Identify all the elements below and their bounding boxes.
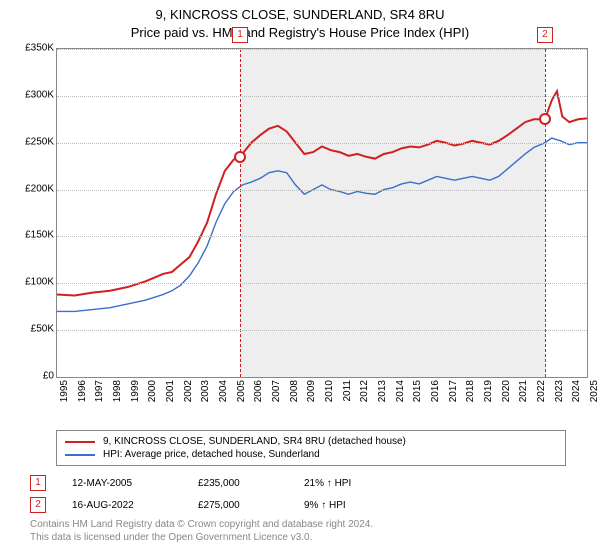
gridline (57, 236, 587, 237)
x-axis-label: 2003 (200, 380, 211, 402)
transaction-date: 16-AUG-2022 (72, 500, 172, 511)
legend: 9, KINCROSS CLOSE, SUNDERLAND, SR4 8RU (… (56, 430, 566, 466)
legend-swatch (65, 454, 95, 456)
x-axis-label: 2002 (183, 380, 194, 402)
transaction-price: £275,000 (198, 500, 278, 511)
plot-area: 12 (56, 48, 588, 378)
y-axis-label: £0 (12, 371, 54, 382)
y-axis-label: £100K (12, 277, 54, 288)
gridline (57, 49, 587, 50)
legend-label: 9, KINCROSS CLOSE, SUNDERLAND, SR4 8RU (… (103, 436, 406, 447)
x-axis-label: 1999 (130, 380, 141, 402)
x-axis-label: 1996 (77, 380, 88, 402)
x-axis-label: 2007 (271, 380, 282, 402)
transaction-date: 12-MAY-2005 (72, 478, 172, 489)
x-axis-label: 2009 (306, 380, 317, 402)
gridline (57, 283, 587, 284)
transaction-table: 1 12-MAY-2005 £235,000 21% ↑ HPI 2 16-AUG-202… (30, 472, 570, 516)
x-axis-label: 2017 (448, 380, 459, 402)
transaction-delta: 9% ↑ HPI (304, 500, 384, 511)
x-axis-label: 1995 (59, 380, 70, 402)
transaction-id-box: 2 (30, 497, 46, 513)
gridline (57, 190, 587, 191)
gridline (57, 96, 587, 97)
title-line-2: Price paid vs. HM Land Registry's House … (0, 24, 600, 42)
y-axis-label: £300K (12, 89, 54, 100)
transaction-row: 1 12-MAY-2005 £235,000 21% ↑ HPI (30, 472, 570, 494)
x-axis-label: 2022 (536, 380, 547, 402)
series-price_paid (57, 91, 587, 295)
marker-circle (539, 113, 551, 125)
legend-swatch (65, 441, 95, 443)
x-axis-label: 2004 (218, 380, 229, 402)
x-axis-label: 2019 (483, 380, 494, 402)
x-axis-label: 1998 (112, 380, 123, 402)
legend-row: 9, KINCROSS CLOSE, SUNDERLAND, SR4 8RU (… (65, 435, 557, 448)
x-axis-label: 2025 (589, 380, 600, 402)
gridline (57, 143, 587, 144)
chart-area: 12 £0£50K£100K£150K£200K£250K£300K£350K1… (12, 48, 588, 402)
marker-box: 2 (537, 27, 553, 43)
transaction-row: 2 16-AUG-2022 £275,000 9% ↑ HPI (30, 494, 570, 516)
marker-vline (545, 49, 546, 377)
x-axis-label: 2008 (289, 380, 300, 402)
transaction-id-box: 1 (30, 475, 46, 491)
footer-text: Contains HM Land Registry data © Crown c… (30, 518, 373, 544)
x-axis-label: 2021 (518, 380, 529, 402)
x-axis-label: 2000 (147, 380, 158, 402)
x-axis-label: 2010 (324, 380, 335, 402)
x-axis-label: 2020 (501, 380, 512, 402)
legend-label: HPI: Average price, detached house, Sund… (103, 449, 320, 460)
marker-circle (234, 151, 246, 163)
title-line-1: 9, KINCROSS CLOSE, SUNDERLAND, SR4 8RU (0, 6, 600, 24)
x-axis-label: 2024 (571, 380, 582, 402)
transaction-delta: 21% ↑ HPI (304, 478, 384, 489)
y-axis-label: £250K (12, 136, 54, 147)
chart-title: 9, KINCROSS CLOSE, SUNDERLAND, SR4 8RU P… (0, 0, 600, 42)
x-axis-label: 2016 (430, 380, 441, 402)
chart-lines (57, 49, 587, 377)
x-axis-label: 2001 (165, 380, 176, 402)
y-axis-label: £150K (12, 230, 54, 241)
y-axis-label: £200K (12, 183, 54, 194)
footer-line-2: This data is licensed under the Open Gov… (30, 531, 373, 544)
gridline (57, 330, 587, 331)
footer-line-1: Contains HM Land Registry data © Crown c… (30, 518, 373, 531)
x-axis-label: 2014 (395, 380, 406, 402)
x-axis-label: 2013 (377, 380, 388, 402)
series-hpi (57, 138, 587, 311)
x-axis-label: 2012 (359, 380, 370, 402)
marker-box: 1 (232, 27, 248, 43)
chart-container: 9, KINCROSS CLOSE, SUNDERLAND, SR4 8RU P… (0, 0, 600, 560)
x-axis-label: 1997 (94, 380, 105, 402)
marker-vline (240, 49, 241, 377)
legend-row: HPI: Average price, detached house, Sund… (65, 448, 557, 461)
x-axis-label: 2011 (342, 380, 353, 402)
x-axis-label: 2023 (554, 380, 565, 402)
y-axis-label: £350K (12, 43, 54, 54)
x-axis-label: 2005 (236, 380, 247, 402)
x-axis-label: 2018 (465, 380, 476, 402)
y-axis-label: £50K (12, 324, 54, 335)
x-axis-label: 2015 (412, 380, 423, 402)
transaction-price: £235,000 (198, 478, 278, 489)
x-axis-label: 2006 (253, 380, 264, 402)
